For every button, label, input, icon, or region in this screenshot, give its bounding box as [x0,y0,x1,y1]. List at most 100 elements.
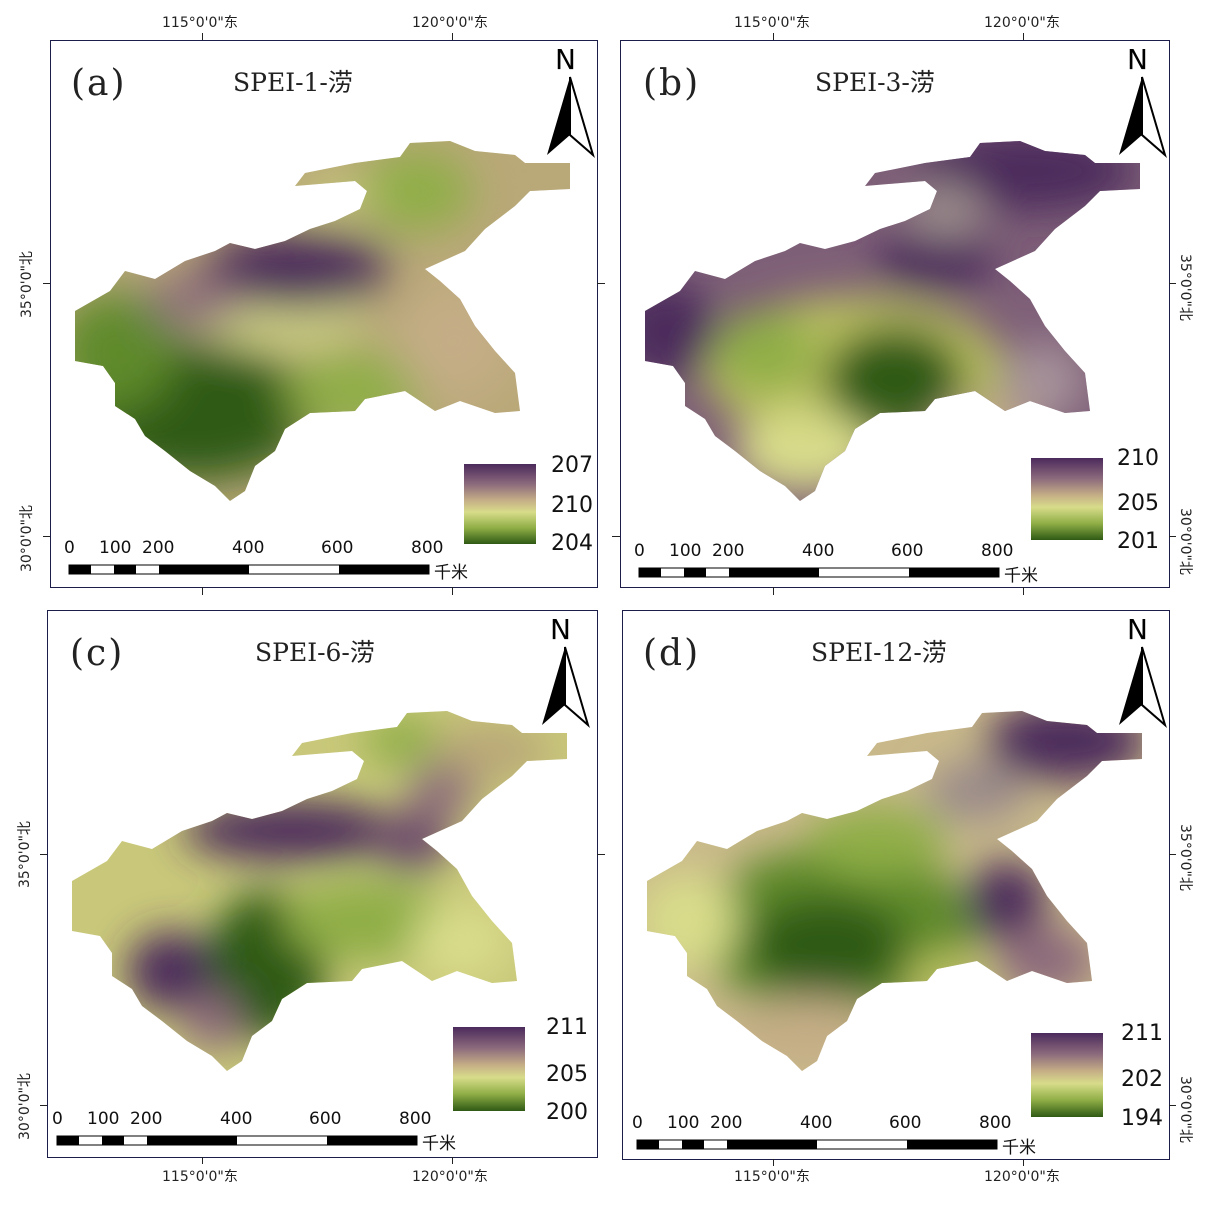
north-arrow: N [545,43,595,159]
panel-title: SPEI-3-涝 [815,68,935,97]
scale-tick: 200 [142,538,175,558]
scale-tick: 100 [87,1109,120,1129]
panel-c: (c) SPEI-6-涝 N 211 205 200 0 100 200 400… [47,610,598,1158]
north-arrow: N [1117,613,1167,729]
lat-label-35: 35°0'0"北 [17,821,33,888]
north-arrow-icon [547,76,595,159]
scale-tick: 800 [411,538,444,558]
panel-label: (c) [70,633,125,674]
scale-tick: 600 [321,538,354,558]
panel-a: (a) SPEI-1-涝 N 207 210 204 0 100 200 400… [50,40,598,588]
tick [1169,1105,1176,1106]
north-arrow-icon [542,646,590,729]
legend-bottom: 200 [546,1100,588,1125]
scale-bar: 0 100 200 400 600 800 千米 [64,538,519,583]
scale-tick: 0 [632,1113,643,1133]
scale-bar: 0 100 200 400 600 800 千米 [52,1109,507,1154]
tick [40,1105,47,1106]
map-region-b [645,141,1140,501]
panel-label: (b) [643,63,701,104]
scale-tick: 0 [52,1109,63,1129]
legend-top: 211 [1121,1021,1163,1046]
scale-tick: 0 [634,541,645,561]
scale-tick: 800 [981,541,1014,561]
panel-d: (d) SPEI-12-涝 N 211 202 194 0 100 200 40… [622,610,1170,1160]
scale-unit: 千米 [1004,566,1038,586]
panel-b: (b) SPEI-3-涝 N 210 205 201 0 100 200 400… [620,40,1170,588]
legend-bar [464,464,536,544]
lat-label-30: 30°0'0"北 [17,1073,33,1140]
panel-label: (a) [71,63,127,104]
scale-tick: 400 [802,541,835,561]
north-letter: N [1127,613,1148,646]
panel-title: SPEI-6-涝 [255,638,375,667]
legend-top: 207 [551,453,593,478]
panel-title: SPEI-1-涝 [233,68,353,97]
lon-label-115: 115°0'0"东 [162,1169,238,1185]
lon-label-120: 120°0'0"东 [984,1169,1060,1185]
tick [1169,854,1176,855]
legend-top: 211 [546,1015,588,1040]
tick [1023,33,1024,40]
north-arrow-icon [1119,76,1167,159]
scale-bar: 0 100 200 400 600 800 千米 [634,541,1089,586]
tick [773,1159,774,1166]
legend-bottom: 204 [551,531,593,556]
legend-mid: 205 [546,1062,588,1087]
lon-label-115: 115°0'0"东 [162,15,238,31]
scale-tick: 200 [712,541,745,561]
tick [43,283,50,284]
lon-label-115: 115°0'0"东 [734,15,810,31]
tick [597,283,605,284]
tick [1169,283,1176,284]
scale-tick: 100 [667,1113,700,1133]
scale-bar: 0 100 200 400 600 800 千米 [632,1113,1087,1158]
tick [1169,536,1176,537]
tick [202,1157,203,1164]
lat-label-35: 35°0'0"北 [19,251,35,318]
north-letter: N [555,43,576,76]
north-letter: N [1127,43,1148,76]
legend-mid: 210 [551,493,593,518]
scale-unit: 千米 [422,1134,456,1154]
tick [1023,587,1024,595]
scale-tick: 0 [64,538,75,558]
map-region-c [72,711,567,1071]
map-region-a [75,141,570,501]
panel-title: SPEI-12-涝 [811,638,947,667]
legend-bar [453,1027,525,1111]
tick [773,587,774,595]
scale-tick: 800 [399,1109,432,1129]
tick [452,1157,453,1164]
tick [452,33,453,40]
tick [773,33,774,40]
scale-unit: 千米 [434,563,468,583]
lon-label-120: 120°0'0"东 [412,1169,488,1185]
tick [597,854,605,855]
lat-label-35: 35°0'0"北 [1177,254,1193,321]
tick [202,587,203,595]
scale-tick: 400 [220,1109,253,1129]
legend-bottom: 194 [1121,1106,1163,1131]
legend-mid: 202 [1121,1067,1163,1092]
tick [612,536,620,537]
legend-bottom: 201 [1117,529,1159,554]
tick [202,33,203,40]
scale-tick: 200 [130,1109,163,1129]
map-region-d [647,711,1142,1071]
lat-label-30: 30°0'0"北 [1177,1076,1193,1143]
north-letter: N [550,613,571,646]
tick [40,854,47,855]
legend-bar [1031,458,1103,540]
scale-unit: 千米 [1002,1138,1036,1158]
lat-label-35: 35°0'0"北 [1177,824,1193,891]
scale-tick: 600 [889,1113,922,1133]
scale-tick: 400 [232,538,265,558]
tick [1023,1159,1024,1166]
scale-tick: 800 [979,1113,1012,1133]
lon-label-120: 120°0'0"东 [984,15,1060,31]
tick [43,536,50,537]
legend-top: 210 [1117,446,1159,471]
lon-label-115: 115°0'0"东 [734,1169,810,1185]
lon-label-120: 120°0'0"东 [412,15,488,31]
